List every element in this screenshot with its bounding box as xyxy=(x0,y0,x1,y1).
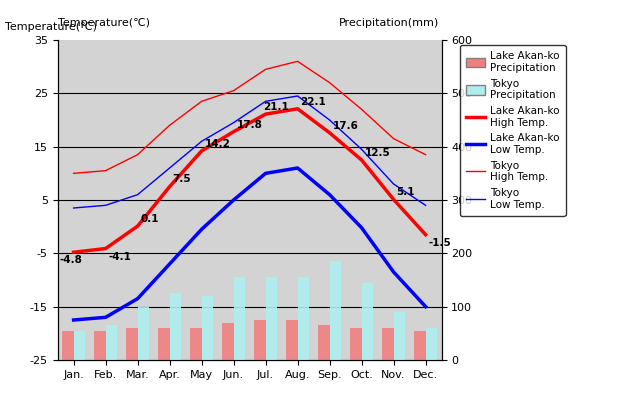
Bar xyxy=(95,331,106,360)
Text: 21.1: 21.1 xyxy=(263,102,289,112)
Bar xyxy=(298,277,309,360)
Legend: Lake Akan-ko
Precipitation, Tokyo
Precipitation, Lake Akan-ko
High Temp., Lake A: Lake Akan-ko Precipitation, Tokyo Precip… xyxy=(460,45,566,216)
Bar xyxy=(191,328,202,360)
Text: Temperature(℃): Temperature(℃) xyxy=(4,22,97,32)
Text: 12.5: 12.5 xyxy=(364,148,390,158)
Bar xyxy=(170,293,181,360)
Bar xyxy=(202,296,212,360)
Text: -4.8: -4.8 xyxy=(60,255,83,265)
Text: -4.1: -4.1 xyxy=(108,252,131,262)
Bar xyxy=(127,328,138,360)
Bar xyxy=(319,325,330,360)
Text: Precipitation(mm): Precipitation(mm) xyxy=(339,18,440,28)
Bar xyxy=(394,312,405,360)
Bar xyxy=(159,328,170,360)
Bar xyxy=(362,283,372,360)
Text: 0.1: 0.1 xyxy=(140,214,159,224)
Text: 22.1: 22.1 xyxy=(300,97,326,107)
Bar xyxy=(383,328,394,360)
Text: 17.6: 17.6 xyxy=(332,121,358,131)
Text: 7.5: 7.5 xyxy=(172,174,191,184)
Bar xyxy=(415,331,426,360)
Bar xyxy=(106,325,116,360)
Bar xyxy=(255,320,266,360)
Bar xyxy=(287,320,298,360)
Bar xyxy=(351,328,362,360)
Bar xyxy=(62,331,74,360)
Bar xyxy=(426,328,437,360)
Text: 5.1: 5.1 xyxy=(396,187,415,197)
Text: -1.5: -1.5 xyxy=(428,238,451,248)
Bar xyxy=(74,331,84,360)
Bar xyxy=(138,307,148,360)
Bar xyxy=(330,261,341,360)
Bar xyxy=(234,277,244,360)
Bar xyxy=(266,277,277,360)
Text: 14.2: 14.2 xyxy=(204,139,230,149)
Text: 17.8: 17.8 xyxy=(236,120,262,130)
Text: Temperature(℃): Temperature(℃) xyxy=(58,18,150,28)
Bar xyxy=(223,323,234,360)
